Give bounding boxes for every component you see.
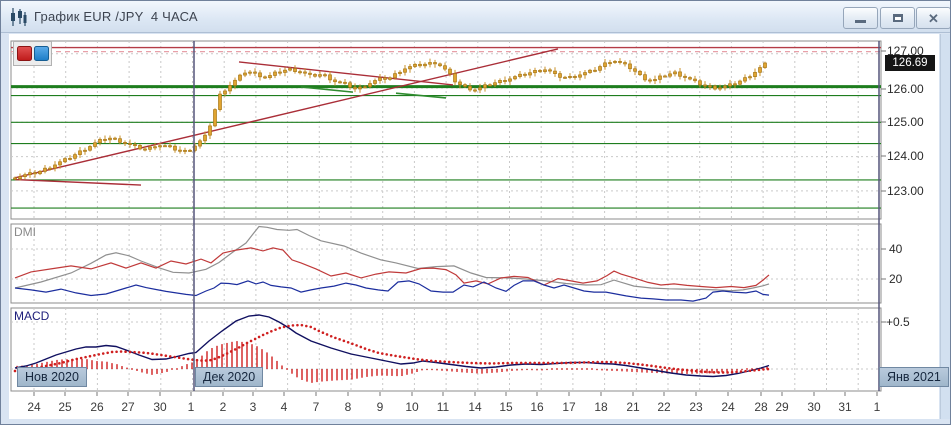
right-margin-strip [940,34,950,419]
price-tick-label: 125.00 [887,115,924,129]
date-tick-label: 1 [187,400,195,414]
price-tick-label: 127.00 [887,44,924,58]
date-tick-label: 31 [838,400,852,414]
date-tick-label: 26 [90,400,104,414]
date-tick-label: 11 [436,400,450,414]
chart-canvas[interactable] [9,34,939,419]
macd-tick-label: +0.5 [886,315,910,329]
price-tick-label: 126.00 [887,82,924,96]
date-tick-label: 18 [594,400,608,414]
date-tick-label: 24 [721,400,735,414]
date-tick-label: 24 [27,400,41,414]
date-tick-label: 22 [657,400,671,414]
month-badge: Нов 2020 [17,367,87,387]
month-badge: Дек 2020 [195,367,264,387]
buy-blue-button[interactable] [34,46,49,61]
minimize-icon [855,20,866,23]
date-tick-label: 28 [754,400,768,414]
dmi-panel-label: DMI [14,225,36,239]
dmi-tick-label: 20 [889,272,903,286]
date-tick-label: 14 [468,400,482,414]
window-title: График EUR /JPY 4 ЧАСА [34,9,198,24]
minimize-button[interactable] [843,7,878,29]
price-tick-label: 124.00 [887,149,924,163]
date-tick-label: 25 [58,400,72,414]
date-tick-label: 9 [376,400,384,414]
date-tick-label: 3 [249,400,257,414]
date-tick-label: 17 [562,400,576,414]
chart-mini-toolbar [13,41,52,66]
close-button[interactable]: ✕ [916,7,950,29]
date-tick-label: 1 [873,400,881,414]
macd-panel-label: MACD [14,309,50,323]
date-tick-label: 4 [280,400,288,414]
date-tick-label: 10 [405,400,419,414]
date-tick-label: 21 [626,400,640,414]
date-tick-label: 30 [807,400,821,414]
date-tick-label: 29 [775,400,789,414]
date-tick-label: 15 [499,400,513,414]
title-bar[interactable]: График EUR /JPY 4 ЧАСА ✕ [1,1,950,33]
month-badge: Янв 2021 [879,367,949,387]
last-price-badge: 126.69 [885,55,935,71]
date-tick-label: 8 [344,400,352,414]
date-tick-label: 7 [312,400,320,414]
date-tick-label: 23 [689,400,703,414]
sell-red-button[interactable] [17,46,32,61]
price-tick-label: 123.00 [887,184,924,198]
date-tick-label: 30 [153,400,167,414]
restore-icon [892,14,903,22]
close-icon: ✕ [928,10,939,26]
date-tick-label: 16 [530,400,544,414]
dmi-tick-label: 40 [889,242,903,256]
candlestick-chart-icon [11,8,27,26]
date-tick-label: 27 [121,400,135,414]
date-tick-label: 2 [219,400,227,414]
restore-button[interactable] [880,7,915,29]
